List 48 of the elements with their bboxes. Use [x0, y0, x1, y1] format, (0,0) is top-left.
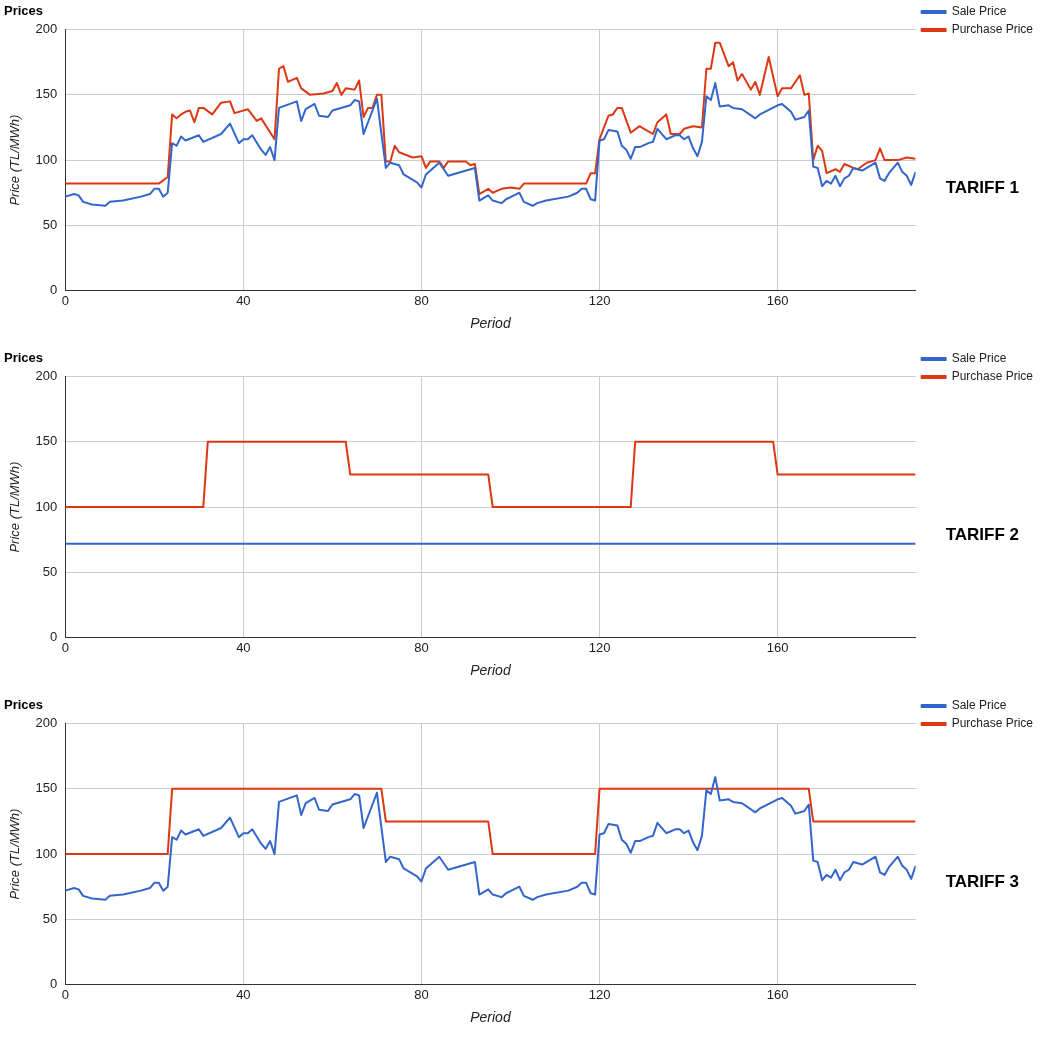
- x-tick-label: 0: [61, 986, 69, 1002]
- legend-label: Sale Price: [951, 4, 1007, 19]
- y-tick-label: 50: [42, 563, 58, 579]
- y-tick-label: 100: [35, 498, 58, 514]
- y-tick-label: 100: [35, 151, 58, 167]
- x-tick-label: 40: [236, 292, 251, 308]
- y-tick-label: 50: [42, 216, 58, 232]
- x-tick-label: 160: [766, 292, 789, 308]
- x-tick-label: 80: [414, 986, 429, 1002]
- chart-title: Prices: [4, 697, 44, 713]
- x-tick-label: 0: [61, 639, 69, 655]
- x-tick-label: 40: [236, 639, 251, 655]
- legend-label: Sale Price: [951, 351, 1007, 366]
- x-tick-label: 160: [766, 986, 789, 1002]
- chart-title: Prices: [4, 3, 44, 19]
- y-tick-label: 200: [35, 715, 58, 731]
- x-tick-label: 0: [61, 292, 69, 308]
- y-tick-label: 50: [42, 910, 58, 926]
- y-axis-title: Price (TL/MWh): [7, 461, 23, 553]
- x-tick-label: 80: [414, 292, 429, 308]
- text: TARIFF 2: [945, 524, 1019, 544]
- y-tick-label: 150: [35, 433, 58, 449]
- x-axis-title: Period: [470, 662, 512, 679]
- y-tick-label: 200: [35, 368, 58, 384]
- y-tick-label: 0: [50, 629, 58, 645]
- chart-title: Prices: [4, 350, 44, 366]
- text: TARIFF 1: [945, 177, 1019, 197]
- text: TARIFF 3: [945, 871, 1019, 891]
- x-tick-label: 40: [236, 986, 251, 1002]
- y-axis-title: Price (TL/MWh): [7, 114, 23, 206]
- y-tick-label: 0: [50, 282, 58, 298]
- x-axis-title: Period: [470, 315, 512, 332]
- y-tick-label: 150: [35, 86, 58, 102]
- x-tick-label: 80: [414, 639, 429, 655]
- y-axis-title: Price (TL/MWh): [7, 808, 23, 900]
- y-tick-label: 200: [35, 21, 58, 37]
- y-tick-label: 100: [35, 845, 58, 861]
- legend-label: Purchase Price: [951, 716, 1034, 731]
- x-tick-label: 120: [588, 986, 611, 1002]
- y-tick-label: 0: [50, 976, 58, 992]
- y-tick-label: 150: [35, 780, 58, 796]
- x-tick-label: 160: [766, 639, 789, 655]
- legend-label: Purchase Price: [951, 369, 1034, 384]
- legend-label: Purchase Price: [951, 22, 1034, 37]
- legend-label: Sale Price: [951, 698, 1007, 713]
- x-tick-label: 120: [588, 639, 611, 655]
- x-axis-title: Period: [470, 1009, 512, 1026]
- x-tick-label: 120: [588, 292, 611, 308]
